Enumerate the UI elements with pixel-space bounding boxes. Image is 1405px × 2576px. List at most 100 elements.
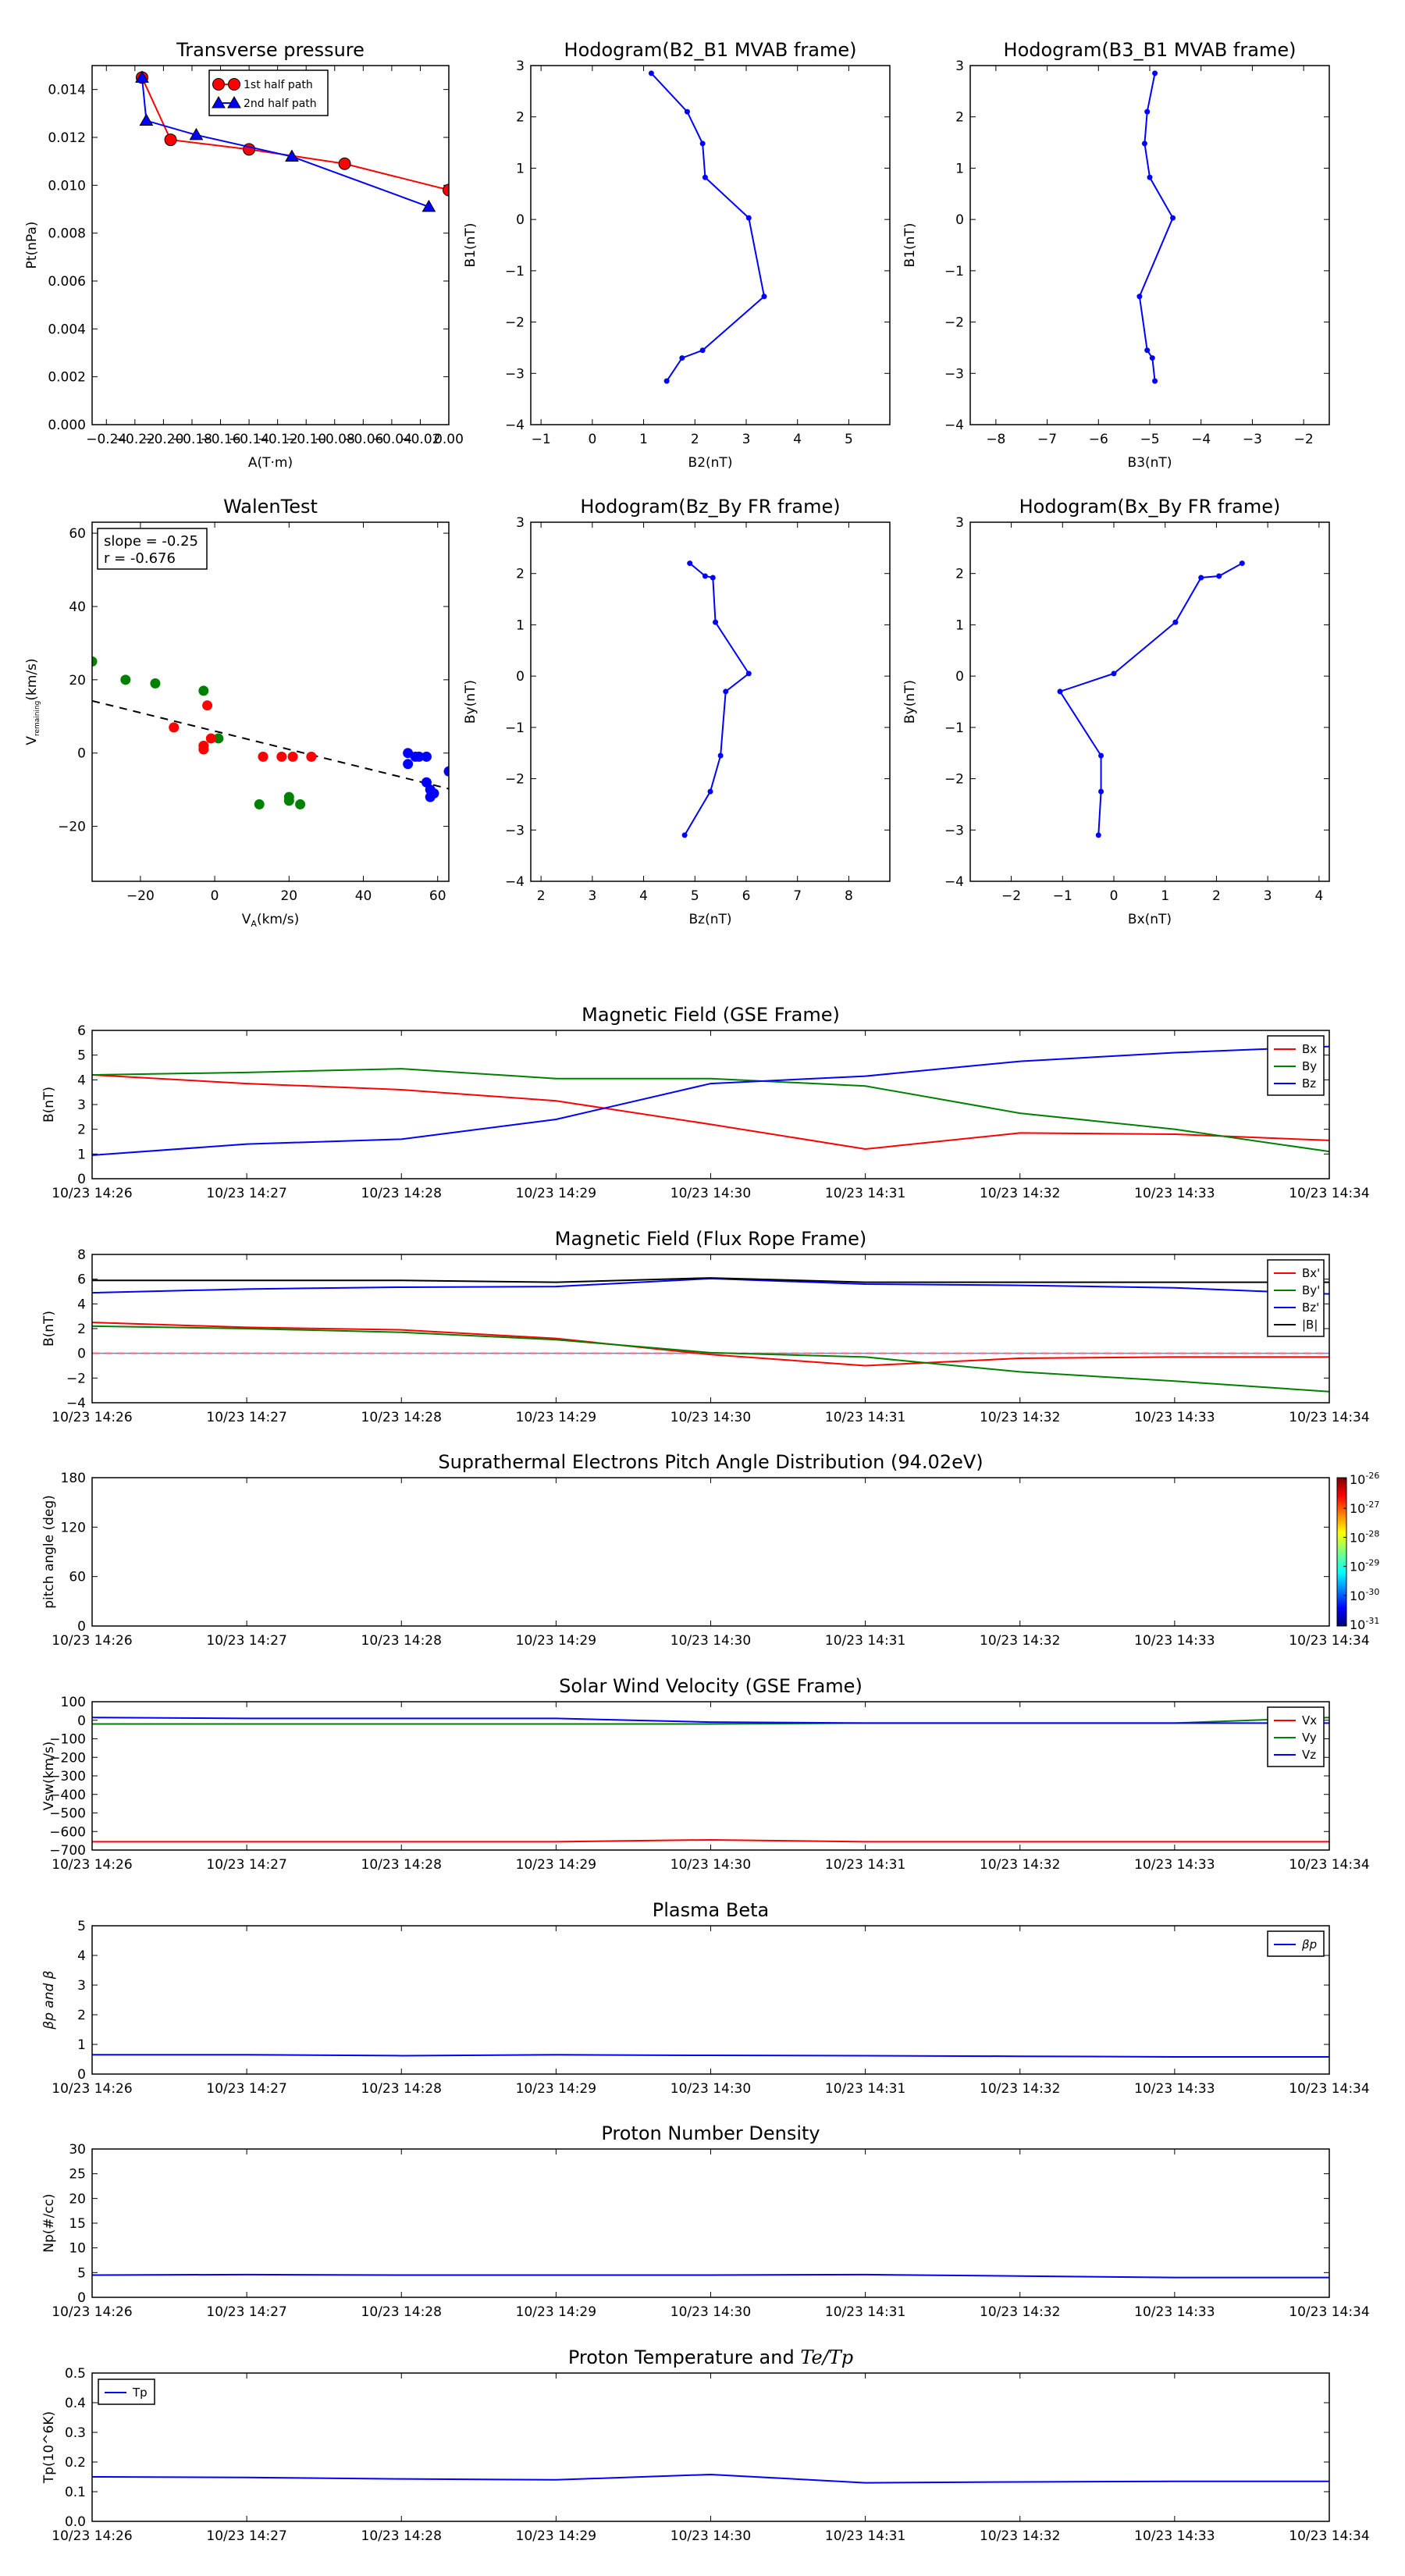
y-tick-label: 2 (77, 1123, 86, 1138)
x-tick-label: −1 (532, 432, 551, 447)
colorbar-label: 10-28 (1350, 1528, 1379, 1545)
x-tick-label: 10/23 14:28 (361, 1410, 442, 1425)
x-tick-label: −6 (1089, 432, 1108, 447)
y-tick-label: 0.1 (65, 2485, 86, 2500)
x-tick-label: 1 (1161, 888, 1169, 904)
series-Bx' (92, 1322, 1329, 1367)
data-point (702, 573, 708, 579)
y-tick-label: 15 (69, 2216, 86, 2232)
x-tick-label: 40 (355, 888, 372, 904)
y-tick-label: 5 (77, 1048, 86, 1064)
series-line (92, 1045, 1329, 1156)
series-line (650, 73, 766, 382)
x-tick-label: −0.02 (400, 432, 440, 447)
series-Bx (92, 1074, 1329, 1151)
data-point (429, 788, 439, 799)
x-tick-label: 10/23 14:28 (361, 1857, 442, 1873)
data-point (403, 759, 414, 770)
data-point (1152, 70, 1158, 76)
data-point (283, 795, 294, 806)
chart-title: Suprathermal Electrons Pitch Angle Distr… (438, 1451, 983, 1473)
data-point (198, 685, 209, 696)
chart-title: Hodogram(B3_B1 MVAB frame) (1004, 39, 1297, 61)
data-point (287, 751, 298, 762)
hodogram-b3-b1-chart: Hodogram(B3_B1 MVAB frame) −8 −7 −6 −5 −4 −3 −2… (902, 39, 1330, 471)
x-tick-label: −0.18 (172, 432, 212, 447)
x-tick-label: 10/23 14:29 (516, 2081, 596, 2097)
chart-title: Plasma Beta (653, 1899, 769, 1921)
data-point (745, 215, 752, 221)
data-point (699, 347, 706, 354)
colorbar-label-base: 10 (1350, 1530, 1365, 1545)
proton-density-chart: Proton Number Density 10/23 14:26 10/23 14… (41, 2122, 1370, 2320)
x-tick-label: 10/23 14:34 (1289, 2081, 1369, 2097)
chart-title: Hodogram(Bx_By FR frame) (1019, 496, 1281, 518)
y-tick-label: 4 (77, 1297, 86, 1312)
x-tick-label: 10/23 14:30 (670, 2081, 751, 2097)
x-tick-label: 10/23 14:32 (980, 1410, 1060, 1425)
y-tick-label: −4 (944, 418, 964, 433)
series-line (92, 2273, 1329, 2279)
data-point (338, 157, 351, 170)
y-tick-label: 1 (516, 161, 525, 176)
x-tick-label: 10/23 14:29 (516, 2528, 596, 2544)
y-tick-label: 6 (77, 1272, 86, 1288)
plot-frame (91, 1701, 1330, 1851)
y-tick-label: 3 (516, 59, 525, 74)
x-tick-label: 3 (588, 888, 596, 904)
x-tick-label: 10/23 14:29 (516, 1410, 596, 1425)
y-tick-label: 4 (77, 1073, 86, 1088)
y-tick-label: 0 (955, 212, 964, 228)
x-tick-label: 10/23 14:34 (1289, 1633, 1369, 1649)
data-point (745, 671, 752, 677)
y-tick-label: 3 (955, 59, 964, 74)
plot-frame (91, 1254, 1330, 1404)
y-tick-label: 3 (77, 1978, 86, 1994)
y-tick-label: 0 (516, 212, 525, 228)
magnetic-field-fr-chart: Magnetic Field (Flux Rope Frame) 10/23 14… (41, 1228, 1370, 1425)
y-tick-label: 0.010 (48, 178, 86, 194)
data-point (254, 799, 265, 809)
x-tick-label: 10/23 14:30 (670, 1857, 751, 1873)
data-point (723, 688, 729, 695)
y-tick-label: 10 (69, 2241, 86, 2257)
plot-frame (91, 1925, 1330, 2075)
legend-label: By (1302, 1059, 1317, 1073)
y-tick-label: 3 (955, 515, 964, 531)
legend-label: Vz (1302, 1748, 1316, 1762)
walen-test-chart: WalenTest−20 0 20 40 60−200204060VA(km/s)Vre… (24, 496, 450, 929)
series-line (684, 562, 750, 836)
x-tick-label: 10/23 14:34 (1289, 2528, 1369, 2544)
data-point (713, 619, 719, 625)
data-point (679, 355, 685, 361)
series-0 (1136, 70, 1176, 384)
y-tick-label: 0 (77, 1172, 86, 1187)
chart-title: Transverse pressure (176, 39, 365, 61)
x-tick-label: −7 (1037, 432, 1057, 447)
data-point (422, 199, 436, 212)
data-point (205, 733, 216, 744)
data-point (212, 78, 225, 91)
y-tick-label: 2 (955, 110, 964, 126)
y-tick-label: 0 (516, 669, 525, 685)
x-tick-label: 10/23 14:31 (825, 1633, 905, 1649)
y-tick-label: 1 (516, 617, 525, 633)
chart-title: Proton Temperature and Te/Tp (568, 2347, 853, 2368)
x-tick-label: 10/23 14:31 (825, 2081, 905, 2097)
y-tick-label: 5 (77, 1919, 86, 1934)
y-tick-label: 0.014 (48, 83, 86, 98)
transverse-pressure-chart: Transverse pressure−0.24−0.22−0.20−0.18−… (24, 39, 464, 471)
x-tick-label: 4 (793, 432, 802, 447)
data-point (443, 766, 449, 777)
data-point (1141, 141, 1147, 147)
y-tick-label: 2 (77, 2008, 86, 2023)
colorbar-label-base: 10 (1350, 1589, 1365, 1603)
x-tick-label: 10/23 14:33 (1134, 2304, 1215, 2320)
x-tick-label: 0 (588, 432, 596, 447)
x-tick-label: −2 (1294, 432, 1314, 447)
data-point (1170, 215, 1176, 221)
x-tick-label: 10/23 14:33 (1134, 1633, 1215, 1649)
legend-label: 2nd half path (244, 98, 317, 110)
plot-frame (91, 2372, 1330, 2522)
x-tick-label: 10/23 14:34 (1289, 1186, 1369, 1201)
